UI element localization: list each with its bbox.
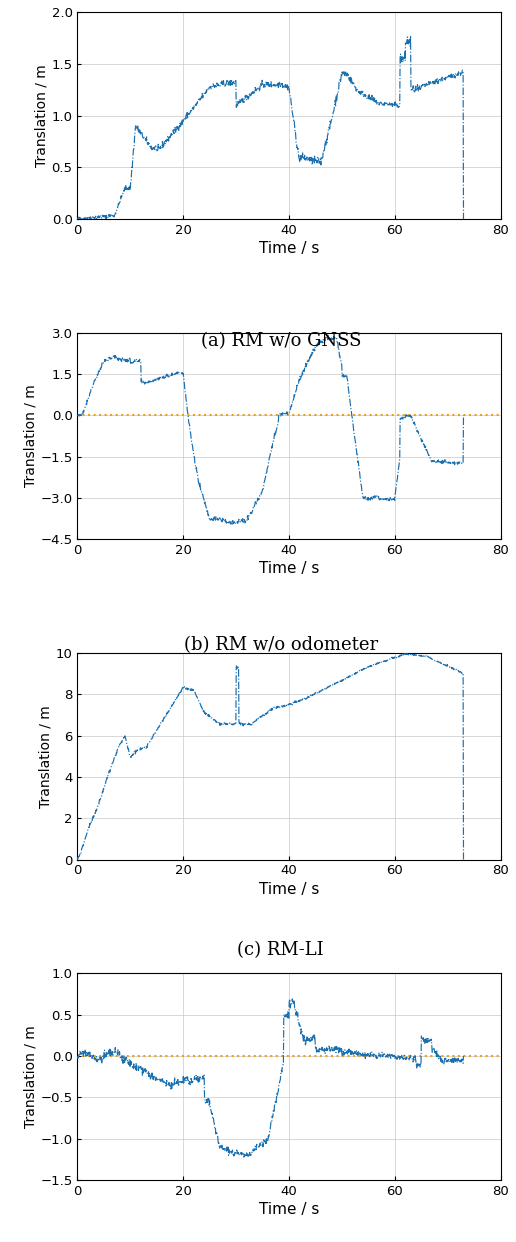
Y-axis label: Translation / m: Translation / m bbox=[39, 705, 53, 807]
Y-axis label: Translation / m: Translation / m bbox=[24, 385, 38, 487]
Y-axis label: Translation / m: Translation / m bbox=[24, 1025, 38, 1128]
Text: (a) RM w/o GNSS: (a) RM w/o GNSS bbox=[201, 332, 361, 350]
Text: (b) RM w/o odometer: (b) RM w/o odometer bbox=[184, 636, 378, 655]
Y-axis label: Translation / m: Translation / m bbox=[35, 65, 49, 168]
X-axis label: Time / s: Time / s bbox=[259, 561, 319, 576]
X-axis label: Time / s: Time / s bbox=[259, 882, 319, 897]
X-axis label: Time / s: Time / s bbox=[259, 241, 319, 256]
X-axis label: Time / s: Time / s bbox=[259, 1202, 319, 1217]
Text: (c) RM-LI: (c) RM-LI bbox=[237, 941, 324, 959]
